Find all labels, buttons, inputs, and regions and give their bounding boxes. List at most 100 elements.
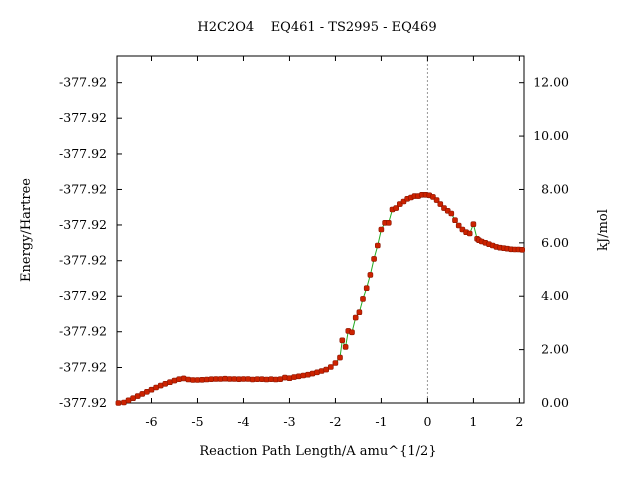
data-point [277, 376, 284, 383]
data-point [282, 374, 288, 381]
right-axis-label: kJ/mol [596, 209, 611, 251]
data-point [291, 374, 297, 380]
x-tick-label: 2 [515, 414, 523, 429]
data-point [371, 256, 377, 262]
left-tick-label: -377.92 [59, 181, 107, 196]
left-tick-label: -377.92 [59, 395, 107, 410]
plot-area [116, 55, 525, 404]
data-point [455, 222, 462, 229]
data-point [363, 285, 370, 292]
data-point [213, 376, 219, 382]
data-point [144, 388, 150, 395]
data-point [130, 395, 136, 402]
data-point [134, 393, 141, 399]
x-tick-label: -4 [237, 414, 249, 429]
left-tick-label: -377.92 [59, 288, 107, 303]
data-point [286, 375, 293, 382]
left-tick-label: -377.92 [59, 253, 107, 268]
data-point [180, 375, 187, 382]
left-tick-label: -377.92 [59, 146, 107, 161]
data-point [437, 201, 444, 207]
x-axis-ticks: -6 -5 -4 -3 -2 -1 0 1 2 [145, 56, 523, 429]
right-tick-label: 4.00 [541, 288, 569, 303]
data-point [162, 380, 169, 387]
chart-title: H2C2O4 EQ461 - TS2995 - EQ469 [197, 20, 436, 35]
data-point [385, 220, 392, 226]
data-point [309, 370, 316, 377]
data-point [153, 384, 159, 391]
left-axis-label: Energy/Hartree [19, 178, 34, 282]
right-tick-label: 10.00 [533, 128, 569, 143]
right-tick-label: 2.00 [541, 342, 569, 357]
x-tick-label: -5 [191, 414, 203, 429]
data-point [323, 366, 330, 373]
right-tick-label: 12.00 [533, 75, 569, 90]
data-point [245, 376, 251, 382]
plot-border [116, 55, 525, 404]
data-point [327, 364, 334, 370]
data-point [352, 314, 359, 321]
left-tick-label: -377.92 [59, 217, 107, 232]
data-point [185, 376, 192, 383]
data-point [470, 221, 477, 227]
data-point [519, 247, 526, 253]
data-point [318, 368, 325, 374]
x-tick-label: -2 [329, 414, 341, 429]
data-point [295, 373, 302, 380]
right-tick-label: 6.00 [541, 235, 569, 250]
data-point [115, 400, 122, 406]
right-tick-label: 0.00 [541, 395, 569, 410]
x-tick-label: -3 [283, 414, 295, 429]
left-axis-ticks: -377.92 -377.92 -377.92 -377.92 -377.92 -377.… [59, 75, 122, 410]
data-point [268, 376, 274, 383]
data-point [367, 272, 374, 278]
data-point [236, 376, 242, 383]
data-point [263, 376, 270, 383]
data-point [339, 337, 346, 344]
data-point [332, 360, 339, 366]
data-point [249, 376, 256, 383]
data-point [452, 217, 458, 223]
data-point [231, 376, 238, 382]
data-point [157, 382, 164, 389]
energy-data-points [115, 192, 526, 406]
x-tick-label: -6 [145, 414, 157, 429]
data-point [305, 371, 311, 378]
right-tick-label: 8.00 [541, 181, 569, 196]
data-point [125, 397, 132, 404]
data-point [167, 379, 173, 386]
x-axis-label: Reaction Path Length/A amu^{1/2} [199, 444, 436, 459]
data-point [222, 375, 228, 382]
data-point [171, 377, 178, 384]
data-point [217, 376, 224, 382]
data-point [342, 344, 349, 350]
right-axis-ticks: 0.00 2.00 4.00 6.00 8.00 10.00 12.00 [519, 75, 569, 410]
data-point [190, 377, 196, 383]
data-point [433, 197, 440, 203]
data-point [226, 376, 233, 382]
data-point [199, 376, 205, 383]
data-point [393, 205, 400, 211]
data-point [148, 386, 155, 393]
data-point [300, 372, 307, 379]
left-tick-label: -377.92 [59, 324, 107, 339]
data-point [259, 376, 265, 383]
data-point [360, 296, 366, 302]
data-point [194, 377, 201, 383]
data-point [176, 376, 182, 383]
data-point [466, 230, 473, 237]
data-point [203, 376, 210, 383]
data-point [240, 376, 247, 382]
data-point [121, 399, 127, 406]
data-point [208, 376, 215, 383]
data-point [378, 226, 385, 233]
data-point [356, 309, 363, 316]
data-point [139, 391, 146, 397]
x-tick-label: 1 [469, 414, 477, 429]
left-tick-label: -377.92 [59, 110, 107, 125]
data-point [374, 242, 381, 249]
left-tick-label: -377.92 [59, 75, 107, 90]
x-tick-label: -1 [375, 414, 387, 429]
data-point [448, 210, 455, 217]
